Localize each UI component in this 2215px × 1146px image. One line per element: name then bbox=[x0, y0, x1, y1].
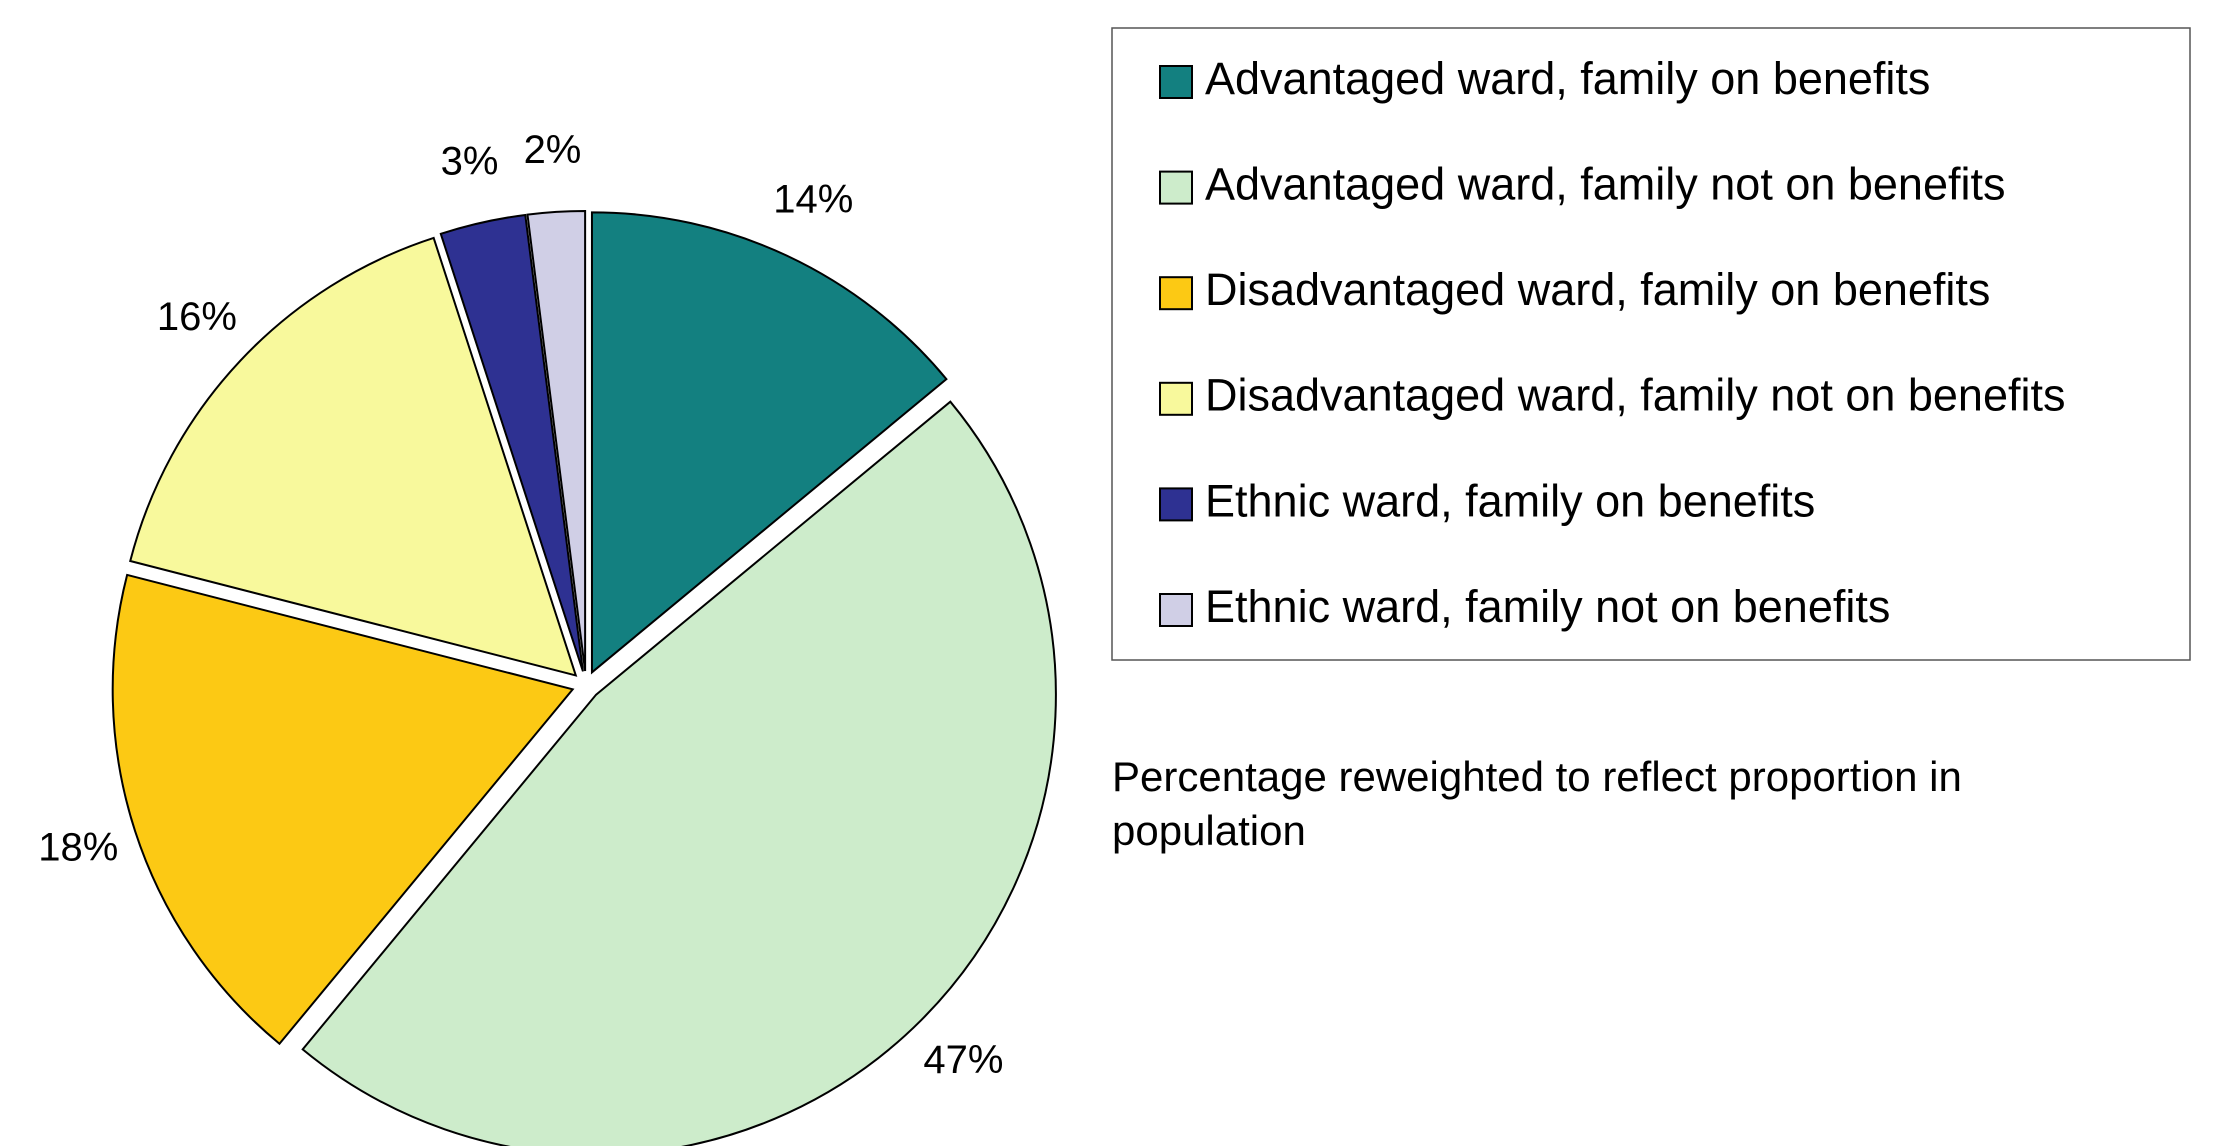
legend-label: Ethnic ward, family on benefits bbox=[1205, 475, 1815, 526]
legend-swatch bbox=[1159, 487, 1193, 522]
legend-label: Disadvantaged ward, family not on benefi… bbox=[1205, 370, 2066, 421]
legend-swatch bbox=[1159, 170, 1193, 205]
data-label: 3% bbox=[441, 140, 499, 184]
legend-label: Advantaged ward, family on benefits bbox=[1205, 53, 1930, 104]
legend-swatch bbox=[1159, 65, 1193, 99]
pie-slice bbox=[526, 210, 587, 672]
legend-swatch bbox=[1159, 593, 1193, 627]
pie-slice bbox=[111, 573, 575, 1046]
legend-box bbox=[1111, 27, 2191, 661]
annotation: Percentage reweighted to reflect proport… bbox=[1112, 753, 1962, 854]
data-label: 16% bbox=[157, 295, 237, 339]
legend-swatch bbox=[1159, 381, 1193, 416]
pie-slice bbox=[129, 236, 578, 677]
pie-slice bbox=[439, 213, 584, 672]
legend-label: Ethnic ward, family not on benefits bbox=[1205, 581, 1890, 632]
legend-label: Advantaged ward, family not on benefits bbox=[1205, 158, 2006, 209]
data-label: 47% bbox=[923, 1038, 1003, 1082]
data-label: 2% bbox=[524, 128, 582, 172]
legend-label: Disadvantaged ward, family on benefits bbox=[1205, 264, 1990, 315]
pie-slice bbox=[301, 400, 1057, 1146]
legend-swatch bbox=[1159, 276, 1193, 311]
data-label: 14% bbox=[773, 178, 853, 222]
data-label: 18% bbox=[38, 826, 118, 870]
pie-slice bbox=[590, 211, 948, 675]
